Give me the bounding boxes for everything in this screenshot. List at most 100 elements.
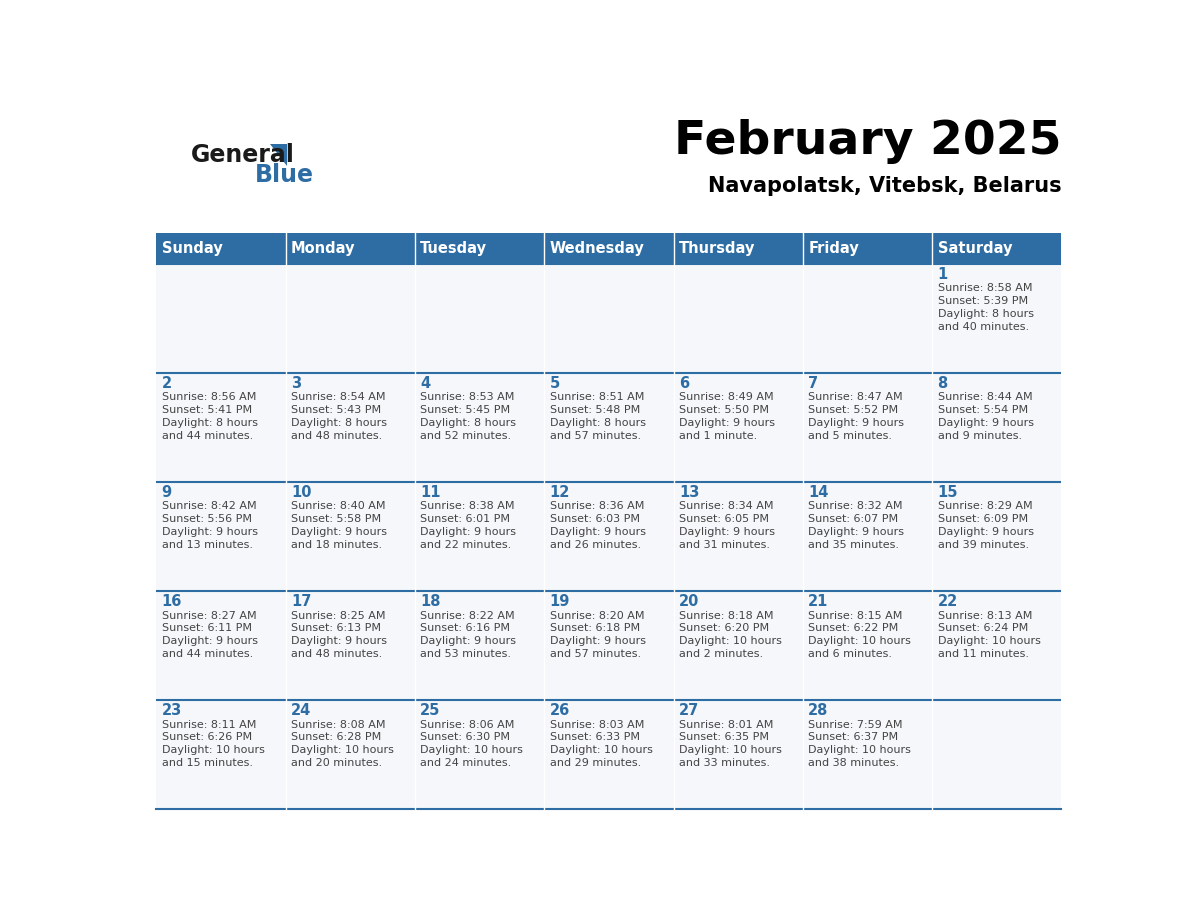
Text: Sunrise: 8:20 AM
Sunset: 6:18 PM
Daylight: 9 hours
and 57 minutes.: Sunrise: 8:20 AM Sunset: 6:18 PM Dayligh… [550,610,645,659]
Bar [933,233,1061,264]
Text: Monday: Monday [291,241,355,256]
Bar [157,591,285,700]
Bar [674,700,803,810]
Bar [285,591,415,700]
Text: Sunrise: 7:59 AM
Sunset: 6:37 PM
Daylight: 10 hours
and 38 minutes.: Sunrise: 7:59 AM Sunset: 6:37 PM Dayligh… [808,720,911,768]
Text: 28: 28 [808,703,828,719]
Text: 4: 4 [421,376,430,391]
Text: Wednesday: Wednesday [550,241,644,256]
Text: 13: 13 [678,486,700,500]
Bar [285,264,415,374]
Text: 24: 24 [291,703,311,719]
Text: General: General [191,142,295,166]
Text: Sunrise: 8:38 AM
Sunset: 6:01 PM
Daylight: 9 hours
and 22 minutes.: Sunrise: 8:38 AM Sunset: 6:01 PM Dayligh… [421,501,517,550]
Text: Sunrise: 8:34 AM
Sunset: 6:05 PM
Daylight: 9 hours
and 31 minutes.: Sunrise: 8:34 AM Sunset: 6:05 PM Dayligh… [678,501,775,550]
Bar [803,233,933,264]
Text: 26: 26 [550,703,570,719]
Bar [157,233,285,264]
Bar [544,233,674,264]
Bar [803,591,933,700]
Text: Sunrise: 8:03 AM
Sunset: 6:33 PM
Daylight: 10 hours
and 29 minutes.: Sunrise: 8:03 AM Sunset: 6:33 PM Dayligh… [550,720,652,768]
Text: 12: 12 [550,486,570,500]
Bar [933,700,1061,810]
Bar [415,591,544,700]
Bar [544,482,674,591]
Text: 22: 22 [937,594,958,610]
Text: Sunrise: 8:36 AM
Sunset: 6:03 PM
Daylight: 9 hours
and 26 minutes.: Sunrise: 8:36 AM Sunset: 6:03 PM Dayligh… [550,501,645,550]
Polygon shape [270,144,287,165]
Text: Sunrise: 8:42 AM
Sunset: 5:56 PM
Daylight: 9 hours
and 13 minutes.: Sunrise: 8:42 AM Sunset: 5:56 PM Dayligh… [162,501,258,550]
Text: Sunrise: 8:54 AM
Sunset: 5:43 PM
Daylight: 8 hours
and 48 minutes.: Sunrise: 8:54 AM Sunset: 5:43 PM Dayligh… [291,392,387,441]
Bar [544,591,674,700]
Text: Sunrise: 8:08 AM
Sunset: 6:28 PM
Daylight: 10 hours
and 20 minutes.: Sunrise: 8:08 AM Sunset: 6:28 PM Dayligh… [291,720,394,768]
Bar [285,482,415,591]
Bar [674,264,803,374]
Text: Thursday: Thursday [678,241,756,256]
Text: 2: 2 [162,376,172,391]
Bar [933,374,1061,482]
Bar [803,374,933,482]
Text: Sunrise: 8:40 AM
Sunset: 5:58 PM
Daylight: 9 hours
and 18 minutes.: Sunrise: 8:40 AM Sunset: 5:58 PM Dayligh… [291,501,387,550]
Bar [803,264,933,374]
Bar [157,482,285,591]
Text: 9: 9 [162,486,172,500]
Bar [674,374,803,482]
Text: Sunrise: 8:15 AM
Sunset: 6:22 PM
Daylight: 10 hours
and 6 minutes.: Sunrise: 8:15 AM Sunset: 6:22 PM Dayligh… [808,610,911,659]
Text: 20: 20 [678,594,700,610]
Text: February 2025: February 2025 [674,119,1061,164]
Bar [415,233,544,264]
Bar [544,264,674,374]
Text: Sunday: Sunday [162,241,222,256]
Text: 19: 19 [550,594,570,610]
Text: Sunrise: 8:27 AM
Sunset: 6:11 PM
Daylight: 9 hours
and 44 minutes.: Sunrise: 8:27 AM Sunset: 6:11 PM Dayligh… [162,610,258,659]
Text: 10: 10 [291,486,311,500]
Text: Sunrise: 8:32 AM
Sunset: 6:07 PM
Daylight: 9 hours
and 35 minutes.: Sunrise: 8:32 AM Sunset: 6:07 PM Dayligh… [808,501,904,550]
Bar [803,482,933,591]
Bar [933,264,1061,374]
Text: Sunrise: 8:49 AM
Sunset: 5:50 PM
Daylight: 9 hours
and 1 minute.: Sunrise: 8:49 AM Sunset: 5:50 PM Dayligh… [678,392,775,441]
Text: Sunrise: 8:29 AM
Sunset: 6:09 PM
Daylight: 9 hours
and 39 minutes.: Sunrise: 8:29 AM Sunset: 6:09 PM Dayligh… [937,501,1034,550]
Text: Sunrise: 8:25 AM
Sunset: 6:13 PM
Daylight: 9 hours
and 48 minutes.: Sunrise: 8:25 AM Sunset: 6:13 PM Dayligh… [291,610,387,659]
Text: 27: 27 [678,703,700,719]
Text: Sunrise: 8:18 AM
Sunset: 6:20 PM
Daylight: 10 hours
and 2 minutes.: Sunrise: 8:18 AM Sunset: 6:20 PM Dayligh… [678,610,782,659]
Bar [544,700,674,810]
Text: 15: 15 [937,486,958,500]
Text: 7: 7 [808,376,819,391]
Bar [803,700,933,810]
Text: Sunrise: 8:44 AM
Sunset: 5:54 PM
Daylight: 9 hours
and 9 minutes.: Sunrise: 8:44 AM Sunset: 5:54 PM Dayligh… [937,392,1034,441]
Bar [544,374,674,482]
Bar [415,482,544,591]
Text: Sunrise: 8:11 AM
Sunset: 6:26 PM
Daylight: 10 hours
and 15 minutes.: Sunrise: 8:11 AM Sunset: 6:26 PM Dayligh… [162,720,265,768]
Bar [157,374,285,482]
Bar [933,591,1061,700]
Bar [674,591,803,700]
Text: 25: 25 [421,703,441,719]
Text: Sunrise: 8:47 AM
Sunset: 5:52 PM
Daylight: 9 hours
and 5 minutes.: Sunrise: 8:47 AM Sunset: 5:52 PM Dayligh… [808,392,904,441]
Text: 23: 23 [162,703,182,719]
Text: 11: 11 [421,486,441,500]
Text: Sunrise: 8:22 AM
Sunset: 6:16 PM
Daylight: 9 hours
and 53 minutes.: Sunrise: 8:22 AM Sunset: 6:16 PM Dayligh… [421,610,517,659]
Text: Saturday: Saturday [937,241,1012,256]
Text: Tuesday: Tuesday [421,241,487,256]
Text: Sunrise: 8:06 AM
Sunset: 6:30 PM
Daylight: 10 hours
and 24 minutes.: Sunrise: 8:06 AM Sunset: 6:30 PM Dayligh… [421,720,523,768]
Bar [415,264,544,374]
Text: Sunrise: 8:53 AM
Sunset: 5:45 PM
Daylight: 8 hours
and 52 minutes.: Sunrise: 8:53 AM Sunset: 5:45 PM Dayligh… [421,392,517,441]
Bar [157,700,285,810]
Text: 3: 3 [291,376,301,391]
Text: 21: 21 [808,594,828,610]
Bar [415,374,544,482]
Text: 6: 6 [678,376,689,391]
Text: Sunrise: 8:13 AM
Sunset: 6:24 PM
Daylight: 10 hours
and 11 minutes.: Sunrise: 8:13 AM Sunset: 6:24 PM Dayligh… [937,610,1041,659]
Bar [157,264,285,374]
Text: Blue: Blue [254,163,314,187]
Text: 5: 5 [550,376,560,391]
Bar [285,374,415,482]
Text: Sunrise: 8:51 AM
Sunset: 5:48 PM
Daylight: 8 hours
and 57 minutes.: Sunrise: 8:51 AM Sunset: 5:48 PM Dayligh… [550,392,645,441]
Text: Sunrise: 8:58 AM
Sunset: 5:39 PM
Daylight: 8 hours
and 40 minutes.: Sunrise: 8:58 AM Sunset: 5:39 PM Dayligh… [937,284,1034,331]
Text: Sunrise: 8:01 AM
Sunset: 6:35 PM
Daylight: 10 hours
and 33 minutes.: Sunrise: 8:01 AM Sunset: 6:35 PM Dayligh… [678,720,782,768]
Bar [674,233,803,264]
Text: 18: 18 [421,594,441,610]
Text: 16: 16 [162,594,182,610]
Text: 14: 14 [808,486,828,500]
Bar [285,700,415,810]
